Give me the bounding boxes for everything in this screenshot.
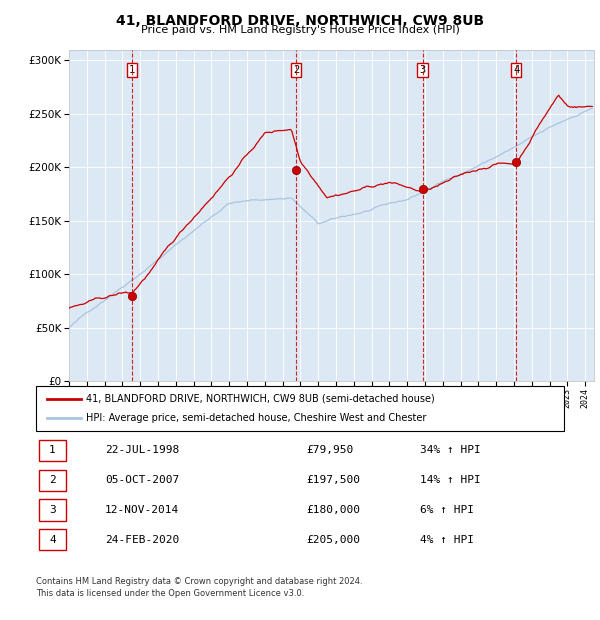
Text: 05-OCT-2007: 05-OCT-2007 bbox=[105, 475, 179, 485]
Text: 4: 4 bbox=[513, 65, 520, 75]
Text: 34% ↑ HPI: 34% ↑ HPI bbox=[420, 445, 481, 456]
Text: This data is licensed under the Open Government Licence v3.0.: This data is licensed under the Open Gov… bbox=[36, 589, 304, 598]
FancyBboxPatch shape bbox=[40, 469, 66, 491]
Text: 2: 2 bbox=[293, 65, 299, 75]
Text: 12-NOV-2014: 12-NOV-2014 bbox=[105, 505, 179, 515]
Text: 41, BLANDFORD DRIVE, NORTHWICH, CW9 8UB (semi-detached house): 41, BLANDFORD DRIVE, NORTHWICH, CW9 8UB … bbox=[86, 394, 435, 404]
Text: 4: 4 bbox=[49, 534, 56, 545]
Text: 14% ↑ HPI: 14% ↑ HPI bbox=[420, 475, 481, 485]
Text: Contains HM Land Registry data © Crown copyright and database right 2024.: Contains HM Land Registry data © Crown c… bbox=[36, 577, 362, 586]
FancyBboxPatch shape bbox=[40, 499, 66, 521]
FancyBboxPatch shape bbox=[40, 440, 66, 461]
Text: 3: 3 bbox=[419, 65, 426, 75]
Text: 4% ↑ HPI: 4% ↑ HPI bbox=[420, 534, 474, 545]
FancyBboxPatch shape bbox=[40, 529, 66, 551]
FancyBboxPatch shape bbox=[36, 386, 564, 431]
Text: HPI: Average price, semi-detached house, Cheshire West and Chester: HPI: Average price, semi-detached house,… bbox=[86, 414, 427, 423]
Text: Price paid vs. HM Land Registry's House Price Index (HPI): Price paid vs. HM Land Registry's House … bbox=[140, 25, 460, 35]
Text: 22-JUL-1998: 22-JUL-1998 bbox=[105, 445, 179, 456]
Text: 1: 1 bbox=[129, 65, 136, 75]
Text: 2: 2 bbox=[49, 475, 56, 485]
Text: 3: 3 bbox=[49, 505, 56, 515]
Text: £205,000: £205,000 bbox=[306, 534, 360, 545]
Text: £79,950: £79,950 bbox=[306, 445, 353, 456]
Text: £180,000: £180,000 bbox=[306, 505, 360, 515]
Text: 6% ↑ HPI: 6% ↑ HPI bbox=[420, 505, 474, 515]
Text: 41, BLANDFORD DRIVE, NORTHWICH, CW9 8UB: 41, BLANDFORD DRIVE, NORTHWICH, CW9 8UB bbox=[116, 14, 484, 28]
Text: 1: 1 bbox=[49, 445, 56, 456]
Text: £197,500: £197,500 bbox=[306, 475, 360, 485]
Text: 24-FEB-2020: 24-FEB-2020 bbox=[105, 534, 179, 545]
